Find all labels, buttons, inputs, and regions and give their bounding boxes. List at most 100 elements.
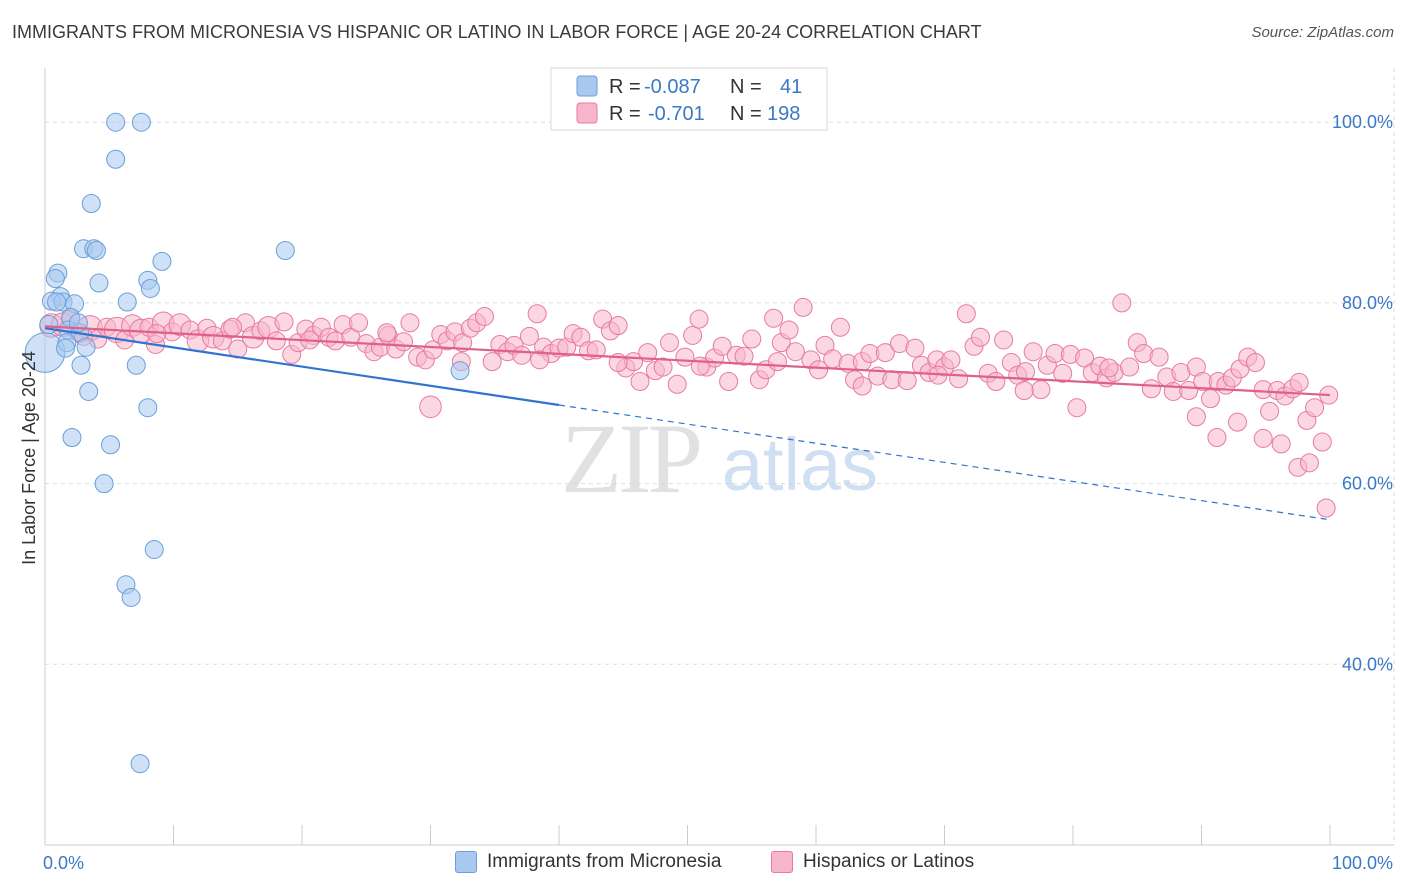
micronesia-point-26 xyxy=(76,337,96,357)
hispanic-point-119 xyxy=(949,369,969,389)
chart-title: IMMIGRANTS FROM MICRONESIA VS HISPANIC O… xyxy=(12,22,982,42)
micronesia-point-32 xyxy=(62,428,82,448)
hispanic-point-141 xyxy=(1112,293,1132,313)
x-tick-label-0: 0.0% xyxy=(43,853,84,873)
micronesia-point-28 xyxy=(126,355,146,375)
micronesia-point-25 xyxy=(56,338,76,358)
stats-r-label-pink: R = xyxy=(609,103,641,125)
hispanic-trend-line xyxy=(44,325,1331,397)
watermark: ZIP atlas xyxy=(561,403,878,514)
hispanic-point-183 xyxy=(767,352,787,372)
grid-lines xyxy=(45,68,1395,845)
hispanic-point-98 xyxy=(793,297,813,317)
stats-n-pink: 198 xyxy=(767,103,800,125)
micronesia-point-34 xyxy=(94,474,114,494)
chart-source: Source: ZipAtlas.com xyxy=(1251,24,1394,41)
hispanic-point-133 xyxy=(1053,363,1073,383)
hispanic-point-56 xyxy=(482,352,502,372)
hispanic-point-103 xyxy=(830,317,850,337)
y-tick-label-0: 100.0% xyxy=(1332,112,1393,132)
hispanic-point-55 xyxy=(474,306,494,326)
stats-r-pink: -0.701 xyxy=(648,103,705,125)
hispanic-point-79 xyxy=(653,357,673,377)
micronesia-point-4 xyxy=(81,194,101,214)
micronesia-point-8 xyxy=(275,241,295,261)
hispanic-point-182 xyxy=(852,376,872,396)
hispanic-point-179 xyxy=(1099,358,1119,378)
hispanic-point-180 xyxy=(1014,381,1034,401)
micronesia-point-30 xyxy=(79,381,99,401)
hispanic-point-80 xyxy=(660,333,680,353)
hispanic-point-91 xyxy=(742,329,762,349)
tick-labels: 100.0% 80.0% 60.0% 40.0% 0.0% 100.0% xyxy=(43,112,1393,873)
stats-r-label-blue: R = xyxy=(609,76,641,98)
hispanic-point-145 xyxy=(1141,379,1161,399)
hispanic-point-90 xyxy=(734,346,754,366)
hispanic-point-146 xyxy=(1149,347,1169,367)
hispanic-point-96 xyxy=(779,320,799,340)
hispanic-point-88 xyxy=(719,372,739,392)
hispanic-point-130 xyxy=(1031,380,1051,400)
hispanic-point-97 xyxy=(785,342,805,362)
hispanic-point-38 xyxy=(349,313,369,333)
micronesia-point-19 xyxy=(117,292,137,312)
legend-item-micronesia: Immigrants from Micronesia xyxy=(455,851,721,873)
hispanic-point-129 xyxy=(1023,342,1043,362)
hispanic-point-73 xyxy=(608,315,628,335)
hispanic-point-128 xyxy=(1015,362,1035,382)
trend-lines xyxy=(44,325,1331,521)
hispanic-point-174 xyxy=(1253,428,1273,448)
micronesia-point-2 xyxy=(131,112,151,132)
micronesia-trend-line xyxy=(44,327,560,407)
hispanic-point-172 xyxy=(1299,453,1319,473)
hispanic-point-175 xyxy=(1227,412,1247,432)
hispanic-point-100 xyxy=(809,360,829,380)
stats-legend-blue-swatch xyxy=(576,75,598,97)
hispanic-point-184 xyxy=(690,356,710,376)
micronesia-point-38 xyxy=(130,754,150,774)
micronesia-point-11 xyxy=(45,269,65,289)
hispanic-point-135 xyxy=(1067,398,1087,418)
micronesia-point-13 xyxy=(89,273,109,293)
micronesia-point-1 xyxy=(106,112,126,132)
micronesia-point-35 xyxy=(144,540,164,560)
watermark-atlas: atlas xyxy=(722,423,878,506)
stats-r-blue: -0.087 xyxy=(644,76,701,98)
hispanic-point-81 xyxy=(667,374,687,394)
hispanic-point-70 xyxy=(586,340,606,360)
stats-legend-pink-swatch xyxy=(576,102,598,124)
hispanic-point-27 xyxy=(266,331,286,351)
legend-label-micronesia: Immigrants from Micronesia xyxy=(487,851,722,872)
axes xyxy=(44,68,1394,846)
hispanic-point-176 xyxy=(1207,428,1227,448)
hispanic-point-165 xyxy=(1289,372,1309,392)
series-hispanics-points xyxy=(39,293,1339,518)
hispanic-point-82 xyxy=(675,347,695,367)
hispanic-point-48 xyxy=(423,340,443,360)
hispanic-point-77 xyxy=(638,343,658,363)
hispanic-point-76 xyxy=(630,372,650,392)
hispanic-point-125 xyxy=(994,330,1014,350)
hispanic-point-113 xyxy=(905,338,925,358)
hispanic-point-153 xyxy=(1200,389,1220,409)
micronesia-point-14 xyxy=(140,278,160,298)
y-tick-label-2: 60.0% xyxy=(1342,474,1393,494)
micronesia-point-7 xyxy=(86,241,106,261)
hispanic-point-122 xyxy=(970,327,990,347)
hispanic-point-150 xyxy=(1179,381,1199,401)
hispanic-point-84 xyxy=(689,309,709,329)
hispanic-point-167 xyxy=(1305,398,1325,418)
hispanic-point-177 xyxy=(1186,407,1206,427)
watermark-zip: ZIP xyxy=(561,403,699,514)
hispanic-point-112 xyxy=(897,371,917,391)
hispanic-point-28 xyxy=(274,312,294,332)
hispanic-point-168 xyxy=(1312,432,1332,452)
hispanic-point-124 xyxy=(986,372,1006,392)
hispanic-point-186 xyxy=(530,350,550,370)
legend-swatch-micronesia xyxy=(455,851,477,873)
hispanic-point-144 xyxy=(1134,344,1154,364)
svg-text:R = -0.087 N =: R = -0.087 N = 41 xyxy=(609,76,802,98)
hispanic-point-94 xyxy=(764,308,784,328)
hispanic-point-173 xyxy=(1316,498,1336,518)
